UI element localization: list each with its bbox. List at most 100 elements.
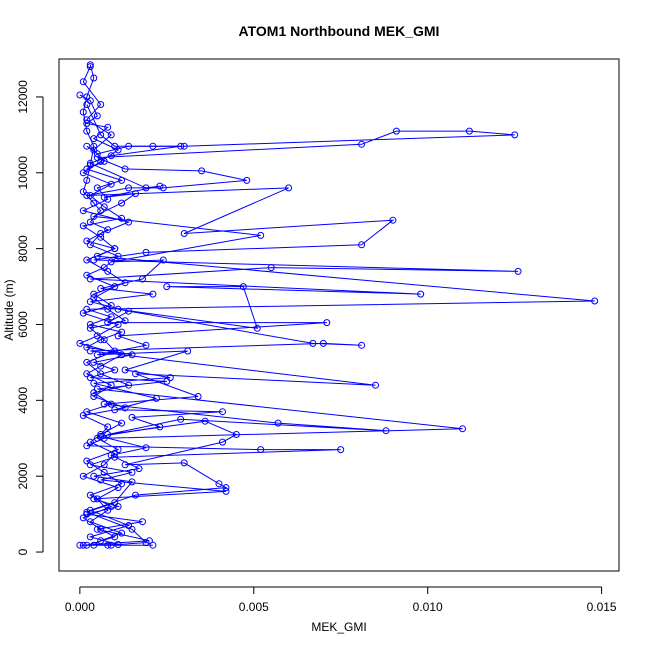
data-point <box>591 297 599 305</box>
data-point <box>90 389 98 397</box>
data-point <box>459 425 466 433</box>
data-point <box>118 328 126 336</box>
data-point <box>104 319 112 327</box>
data-point <box>142 539 150 547</box>
data-point <box>83 370 91 378</box>
data-point <box>323 319 331 327</box>
series-line <box>81 66 131 546</box>
x-tick-label: 0.015 <box>587 600 617 614</box>
data-point <box>125 142 133 150</box>
data-point <box>465 127 473 135</box>
data-point <box>97 525 105 533</box>
data-point <box>100 468 108 476</box>
data-point <box>121 366 129 374</box>
data-point <box>97 285 105 292</box>
data-point <box>90 146 98 154</box>
data-point <box>309 339 317 347</box>
series-line <box>82 64 595 546</box>
data-point <box>83 442 91 450</box>
data-point <box>232 431 240 438</box>
data-point <box>83 343 91 351</box>
data-point <box>97 432 105 440</box>
x-tick-label: 0.000 <box>65 600 95 614</box>
data-point <box>201 417 209 425</box>
data-point <box>93 150 101 158</box>
data-point <box>90 135 98 143</box>
data-point <box>90 290 98 298</box>
data-point <box>79 514 87 522</box>
data-point <box>358 140 366 148</box>
data-point <box>86 324 94 332</box>
data-point <box>132 491 139 499</box>
data-point <box>142 444 150 452</box>
data-point <box>83 408 91 416</box>
data-point <box>114 252 122 260</box>
data-point <box>83 508 91 516</box>
data-point <box>111 366 119 374</box>
data-point <box>253 324 261 332</box>
data-point <box>180 459 188 467</box>
x-axis-label: MEK_GMI <box>311 620 366 634</box>
data-point <box>372 381 379 389</box>
data-point <box>337 446 345 454</box>
data-point <box>83 101 91 108</box>
data-point <box>104 541 112 549</box>
data-point <box>219 438 226 446</box>
data-point <box>215 480 223 488</box>
data-point <box>114 484 122 492</box>
data-point <box>177 142 185 150</box>
data-point <box>159 184 167 192</box>
data-point <box>104 267 112 275</box>
data-point <box>135 465 143 473</box>
data-point <box>86 438 94 446</box>
data-point <box>86 298 94 306</box>
data-point <box>125 184 133 192</box>
data-point <box>83 120 91 127</box>
y-tick-label: 6000 <box>16 311 30 338</box>
data-point <box>114 332 122 340</box>
data-point <box>100 264 108 272</box>
data-point <box>83 256 91 264</box>
data-point <box>222 484 230 492</box>
data-point <box>152 394 160 402</box>
data-point <box>156 423 164 431</box>
y-tick-label: 12000 <box>16 80 30 114</box>
data-point <box>83 127 91 135</box>
data-point <box>111 245 119 253</box>
data-point <box>79 222 87 230</box>
data-point <box>118 419 126 427</box>
x-tick-label: 0.005 <box>239 600 269 614</box>
data-point <box>139 275 146 283</box>
data-point <box>111 499 119 507</box>
data-point <box>83 165 91 173</box>
data-point <box>83 176 91 184</box>
data-point <box>358 241 366 249</box>
data-point <box>319 339 327 347</box>
data-point <box>86 63 94 71</box>
data-point <box>76 91 84 99</box>
data-point <box>90 74 98 82</box>
y-tick-label: 8000 <box>16 235 30 262</box>
data-point <box>243 176 251 184</box>
data-point <box>267 264 275 272</box>
data-point <box>104 506 112 514</box>
y-tick-label: 4000 <box>16 387 30 414</box>
data-point <box>125 381 133 389</box>
y-axis: 0 2000 4000 6000 8000 10000 12000 <box>16 80 44 555</box>
data-point <box>86 374 94 382</box>
data-point <box>285 184 293 192</box>
data-point <box>417 290 425 298</box>
data-point <box>86 192 94 199</box>
data-point <box>79 207 87 215</box>
data-point <box>163 283 171 291</box>
data-point <box>257 231 265 239</box>
data-point <box>107 302 115 309</box>
y-tick-label: 10000 <box>16 156 30 190</box>
data-point <box>90 393 98 400</box>
data-point <box>86 491 94 499</box>
data-point <box>163 377 171 385</box>
data-point <box>76 541 84 549</box>
data-point <box>274 419 282 427</box>
data-point <box>111 406 119 414</box>
